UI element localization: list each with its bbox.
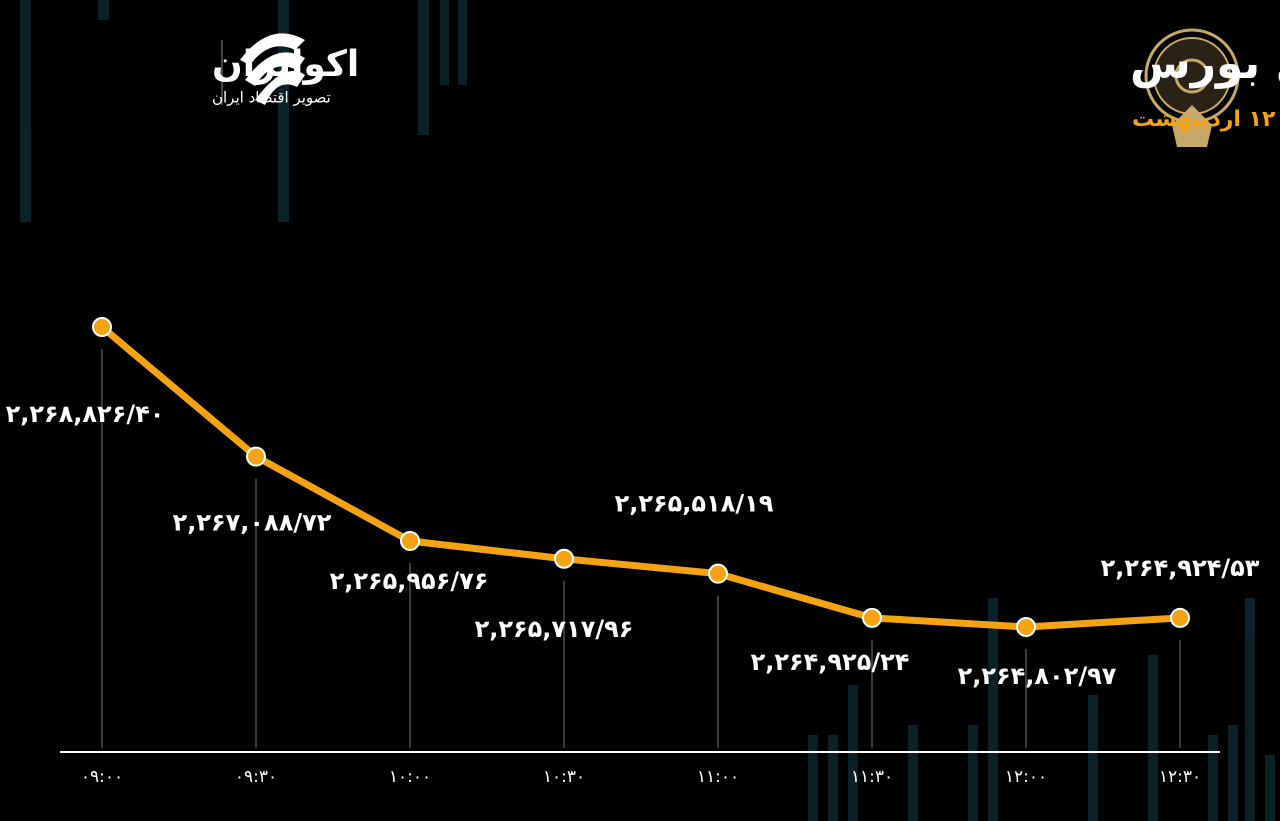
- value-label: ۲,۲۶۵,۹۵۶/۷۶: [330, 567, 489, 595]
- decor-bars: [20, 0, 1275, 821]
- point: [92, 317, 112, 337]
- chart-subtitle: چهارشنبه ۱۲ اردیبهشت: [1132, 107, 1280, 132]
- exchange-logo: [1144, 28, 1240, 147]
- value-label: ۲,۲۶۴,۹۲۴/۵۳: [1101, 554, 1260, 582]
- point: [1016, 617, 1036, 637]
- value-label: ۲,۲۶۴,۸۰۲/۹۷: [958, 662, 1117, 690]
- x-tick-label: ۰۹:۰۰: [81, 767, 123, 787]
- x-tick-label: ۱۲:۳۰: [1159, 767, 1201, 787]
- x-tick-label: ۱۱:۳۰: [851, 767, 893, 787]
- x-tick-label: ۰۹:۳۰: [235, 767, 277, 787]
- value-label: ۲,۲۶۷,۰۸۸/۷۲: [173, 509, 332, 537]
- value-label: ۲,۲۶۴,۹۲۵/۲۴: [751, 648, 910, 676]
- x-tick-label: ۱۰:۰۰: [389, 767, 431, 787]
- brand-tagline: تصویر اقتصاد ایران: [212, 89, 331, 107]
- chart-title: روند شاخص کل بورس: [1130, 38, 1280, 89]
- x-tick-label: ۱۲:۰۰: [1005, 767, 1047, 787]
- brand-name: اکوایران: [212, 44, 359, 85]
- point: [554, 548, 574, 569]
- point: [246, 446, 266, 467]
- brand-logo: [221, 33, 305, 106]
- point: [862, 607, 882, 628]
- point: [708, 563, 728, 584]
- point: [400, 530, 420, 551]
- value-label: ۲,۲۶۵,۵۱۸/۱۹: [615, 490, 774, 518]
- point: [1170, 607, 1190, 628]
- value-label: ۲,۲۶۸,۸۲۶/۴۰: [6, 400, 165, 428]
- series-line: [99, 324, 1181, 631]
- value-label: ۲,۲۶۵,۷۱۷/۹۶: [475, 615, 634, 643]
- x-tick-label: ۱۱:۰۰: [697, 767, 739, 787]
- x-tick-label: ۱۰:۳۰: [543, 767, 585, 787]
